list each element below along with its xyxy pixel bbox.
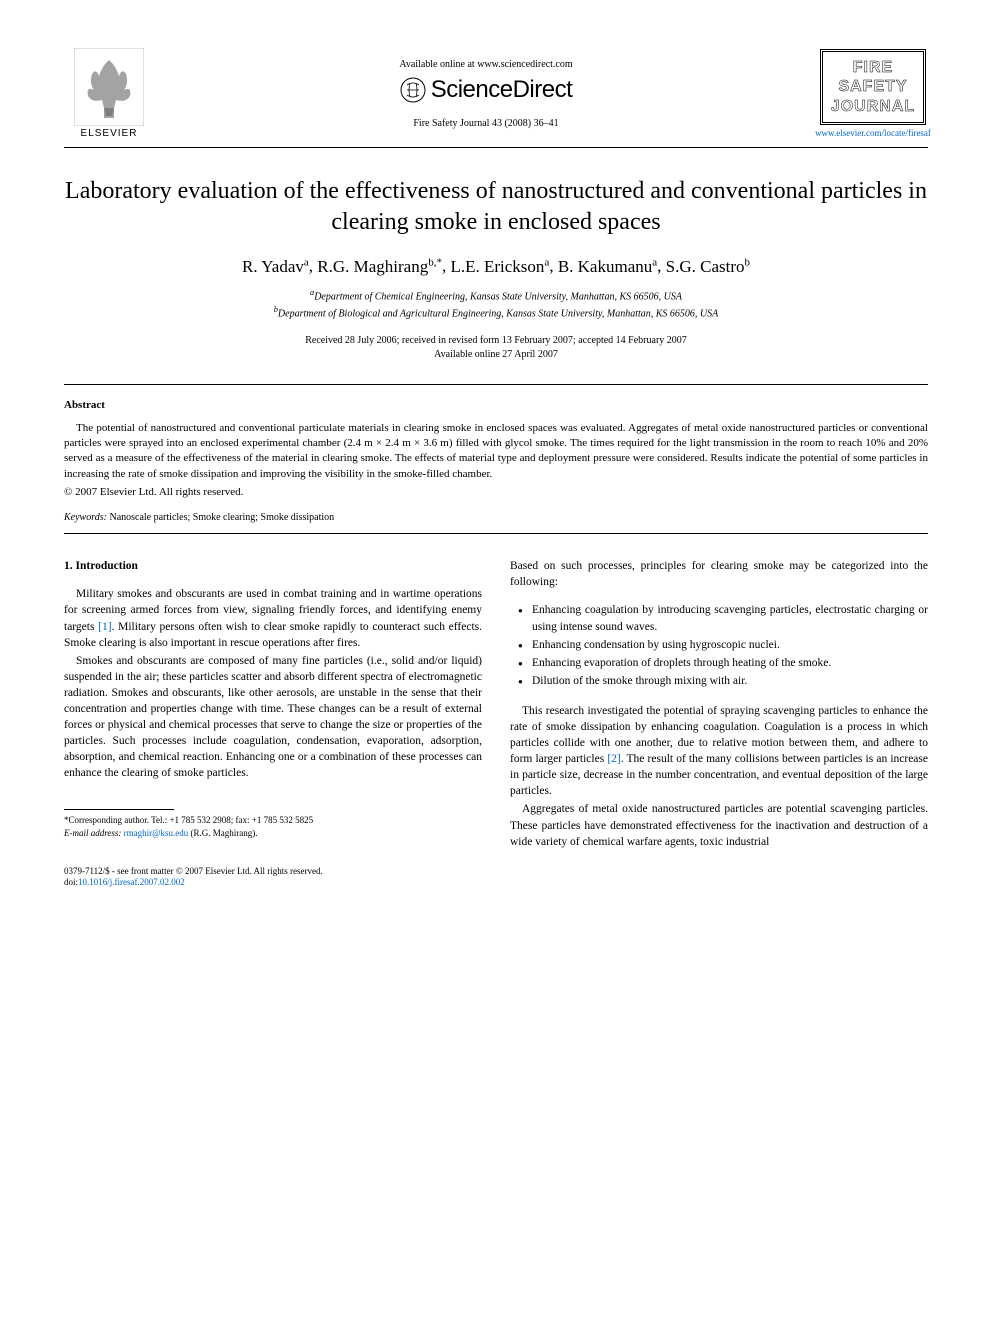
center-header: Available online at www.sciencedirect.co… — [154, 59, 818, 129]
footnote-rule — [64, 809, 174, 810]
right-para-1: Based on such processes, principles for … — [510, 558, 928, 590]
authors-line: R. Yadava, R.G. Maghirangb,*, L.E. Erick… — [64, 256, 928, 277]
right-para-2: This research investigated the potential… — [510, 703, 928, 800]
footnote-block: *Corresponding author. Tel.: +1 785 532 … — [64, 814, 482, 838]
section-1-heading: 1. Introduction — [64, 558, 482, 574]
email-author-name: (R.G. Maghirang). — [190, 828, 257, 838]
article-title: Laboratory evaluation of the effectivene… — [64, 176, 928, 238]
footer-copyright: 0379-7112/$ - see front matter © 2007 El… — [64, 866, 928, 878]
elsevier-tree-icon — [74, 48, 144, 126]
journal-logo-line1: FIRE — [831, 58, 915, 77]
journal-logo-line2: SAFETY — [831, 77, 915, 96]
article-dates: Received 28 July 2006; received in revis… — [64, 334, 928, 362]
right-column: Based on such processes, principles for … — [510, 558, 928, 852]
email-line: E-mail address: rmaghir@ksu.edu (R.G. Ma… — [64, 827, 482, 839]
affiliations: aDepartment of Chemical Engineering, Kan… — [64, 287, 928, 322]
header-divider — [64, 147, 928, 148]
author-3: L.E. Ericksona — [450, 257, 549, 276]
affiliation-b: bDepartment of Biological and Agricultur… — [64, 304, 928, 321]
corresponding-author: *Corresponding author. Tel.: +1 785 532 … — [64, 814, 482, 826]
received-dates: Received 28 July 2006; received in revis… — [64, 334, 928, 348]
page-footer: 0379-7112/$ - see front matter © 2007 El… — [64, 866, 928, 889]
sciencedirect-text: ScienceDirect — [431, 76, 573, 104]
citation-2[interactable]: [2] — [607, 753, 620, 765]
elsevier-label: ELSEVIER — [81, 128, 138, 139]
bullet-3: Enhancing evaporation of droplets throug… — [518, 655, 928, 671]
keywords-text: Nanoscale particles; Smoke clearing; Smo… — [109, 512, 334, 523]
journal-homepage-link[interactable]: www.elsevier.com/locate/firesaf — [815, 128, 931, 138]
email-label: E-mail address: — [64, 828, 121, 838]
doi-label: doi: — [64, 877, 78, 887]
abstract-copyright: © 2007 Elsevier Ltd. All rights reserved… — [64, 486, 928, 498]
journal-logo-block: FIRE SAFETY JOURNAL www.elsevier.com/loc… — [818, 49, 928, 138]
journal-logo-line3: JOURNAL — [831, 97, 915, 116]
elsevier-logo-block: ELSEVIER — [64, 48, 154, 139]
footer-doi-line: doi:10.1016/j.firesaf.2007.02.002 — [64, 877, 928, 889]
affiliation-a: aDepartment of Chemical Engineering, Kan… — [64, 287, 928, 304]
sciencedirect-icon — [400, 77, 426, 103]
bullet-4: Dilution of the smoke through mixing wit… — [518, 673, 928, 689]
citation-1[interactable]: [1] — [98, 621, 111, 633]
right-para-3: Aggregates of metal oxide nanostructured… — [510, 801, 928, 849]
author-5: S.G. Castrob — [666, 257, 750, 276]
page-container: ELSEVIER Available online at www.science… — [0, 0, 992, 929]
doi-value[interactable]: 10.1016/j.firesaf.2007.02.002 — [78, 877, 185, 887]
author-1: R. Yadava — [242, 257, 309, 276]
available-online-text: Available online at www.sciencedirect.co… — [154, 59, 818, 70]
author-4: B. Kakumanua — [558, 257, 657, 276]
header-row: ELSEVIER Available online at www.science… — [64, 48, 928, 139]
abstract-top-divider — [64, 384, 928, 385]
bullet-1: Enhancing coagulation by introducing sca… — [518, 602, 928, 634]
journal-reference: Fire Safety Journal 43 (2008) 36–41 — [154, 118, 818, 129]
left-column: 1. Introduction Military smokes and obsc… — [64, 558, 482, 852]
body-columns: 1. Introduction Military smokes and obsc… — [64, 558, 928, 852]
online-date: Available online 27 April 2007 — [64, 348, 928, 362]
sciencedirect-brand: ScienceDirect — [154, 76, 818, 104]
intro-para-1: Military smokes and obscurants are used … — [64, 586, 482, 650]
author-2: R.G. Maghirangb,* — [317, 257, 442, 276]
abstract-text: The potential of nanostructured and conv… — [64, 421, 928, 483]
journal-logo: FIRE SAFETY JOURNAL — [820, 49, 926, 125]
abstract-heading: Abstract — [64, 399, 928, 411]
principles-list: Enhancing coagulation by introducing sca… — [510, 602, 928, 688]
email-address[interactable]: rmaghir@ksu.edu — [124, 828, 189, 838]
intro-para-2: Smokes and obscurants are composed of ma… — [64, 653, 482, 782]
abstract-bottom-divider — [64, 533, 928, 534]
keywords-block: Keywords: Nanoscale particles; Smoke cle… — [64, 512, 928, 523]
bullet-2: Enhancing condensation by using hygrosco… — [518, 637, 928, 653]
keywords-label: Keywords: — [64, 512, 107, 523]
